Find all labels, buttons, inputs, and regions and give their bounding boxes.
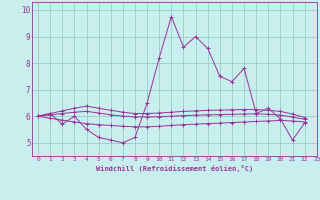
X-axis label: Windchill (Refroidissement éolien,°C): Windchill (Refroidissement éolien,°C): [96, 165, 253, 172]
